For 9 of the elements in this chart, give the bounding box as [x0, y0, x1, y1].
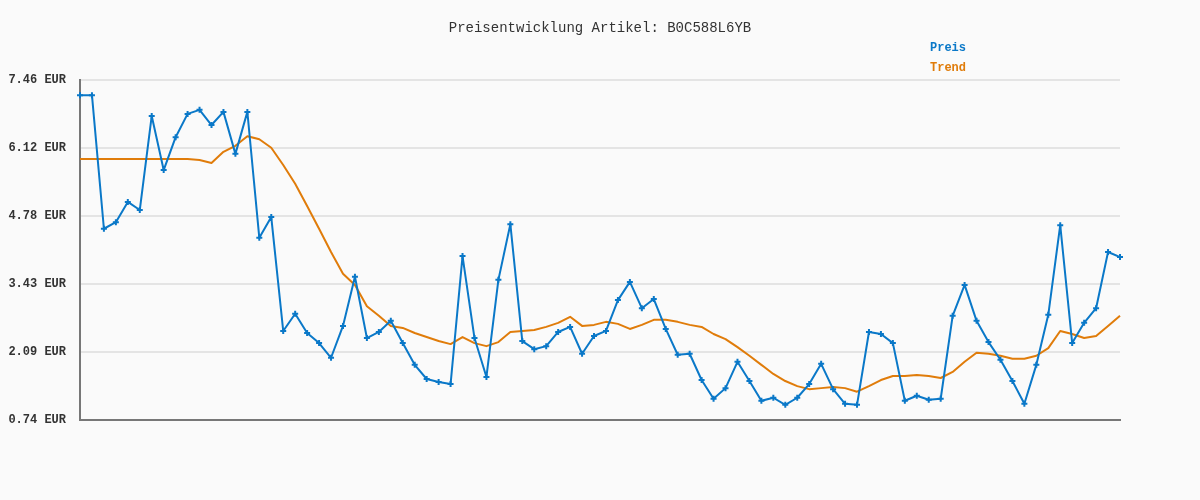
y-tick-label: 3.43 EUR [8, 276, 67, 291]
y-tick-label: 7.46 EUR [8, 73, 67, 88]
text: Trend [930, 60, 967, 77]
y-tick-label: 6.12 EUR [8, 140, 67, 155]
y-tick-label: 4.78 EUR [8, 208, 67, 223]
y-tick-label: 2.09 EUR [8, 344, 67, 359]
chart-title: Preisentwicklung Artikel: B0C588L6YB [447, 20, 753, 36]
y-tick-label: 0.74 EUR [8, 413, 67, 428]
text: Preis [930, 40, 967, 57]
